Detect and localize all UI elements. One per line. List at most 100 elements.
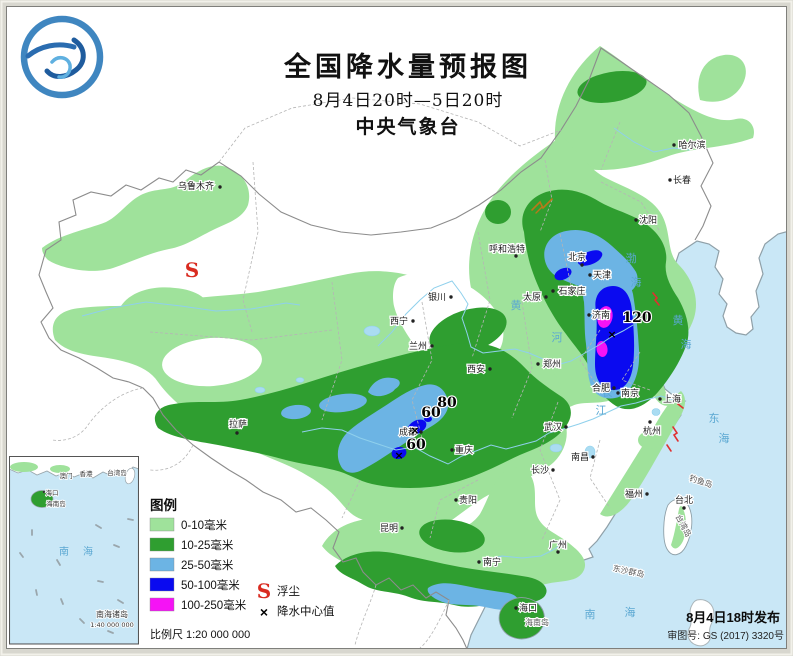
sea-label: 南 xyxy=(585,608,596,621)
map-agency: 中央气象台 xyxy=(355,115,460,138)
city-dot xyxy=(591,455,595,459)
city-dot xyxy=(612,386,616,390)
coast-warning-icon xyxy=(666,444,672,452)
city-label: 上海 xyxy=(663,393,681,405)
sea-label: 海 xyxy=(625,605,636,619)
sea-label: 渤 xyxy=(626,252,637,265)
legend-label: 100-250毫米 xyxy=(181,598,247,612)
legend-center-symbol: × xyxy=(260,604,268,620)
sea-label: 东 xyxy=(709,412,720,425)
inset-label: 南海诸岛 xyxy=(96,609,128,619)
legend-center-label: 降水中心值 xyxy=(277,604,335,618)
city-dot xyxy=(634,218,638,222)
city-dot xyxy=(588,273,592,277)
province-borders xyxy=(51,97,660,648)
city-label: 兰州 xyxy=(409,340,427,352)
city-label: 哈尔滨 xyxy=(678,139,705,151)
city-dot xyxy=(400,526,404,530)
inset-label: 台湾岛 xyxy=(107,468,127,477)
inset-border xyxy=(9,456,139,645)
city-dot xyxy=(648,420,652,424)
city-dot xyxy=(488,367,492,371)
map-period: 8月4日20时—5日20时 xyxy=(313,91,504,111)
city-label: 呼和浩特 xyxy=(489,243,525,255)
city-dot xyxy=(668,178,672,182)
city-label: 南京 xyxy=(621,387,639,399)
hainan-island xyxy=(498,597,545,640)
precip-center-x-mark: × xyxy=(394,449,403,462)
city-dot xyxy=(551,289,555,293)
precip-center-x-mark: × xyxy=(607,328,616,341)
city-dot xyxy=(514,606,518,610)
city-label: 贵阳 xyxy=(459,494,477,506)
gust-symbol-icon xyxy=(535,206,543,214)
city-dot xyxy=(514,254,518,258)
dust-marker: S xyxy=(185,258,199,282)
city-dot xyxy=(645,492,649,496)
precip-center-value: 120 xyxy=(622,310,651,326)
legend-swatch xyxy=(149,537,175,552)
inset-label: 海南岛 xyxy=(46,499,66,508)
city-label: 银川 xyxy=(428,291,446,303)
city-dot xyxy=(544,295,548,299)
city-label: 拉萨 xyxy=(229,418,247,430)
islands xyxy=(498,480,715,647)
legend-swatch xyxy=(149,577,175,592)
city-dot xyxy=(616,391,620,395)
city-label: 福州 xyxy=(625,488,643,500)
sea-label: 海 xyxy=(631,275,642,289)
city-dot xyxy=(536,362,540,366)
city-label: 重庆 xyxy=(455,444,473,456)
coast-warning-icon xyxy=(672,426,679,442)
legend-dust-label: 浮尘 xyxy=(277,585,300,598)
city-dot xyxy=(449,295,453,299)
inset-islets xyxy=(19,518,134,634)
city-dot xyxy=(450,448,454,452)
city-label: 南昌 xyxy=(571,451,589,463)
city-label: 南宁 xyxy=(483,556,501,568)
approval-number: 审图号: GS (2017) 3320号 xyxy=(667,629,784,642)
precip-center-x-mark: × xyxy=(410,424,419,437)
city-dot xyxy=(580,263,584,267)
precip-center-value: 80 xyxy=(437,395,457,411)
sea-label: 海 xyxy=(719,431,730,445)
legend-dust-symbol: S xyxy=(257,579,271,603)
city-dot xyxy=(430,344,434,348)
city-label: 乌鲁木齐 xyxy=(178,180,214,192)
title-block: 全国降水量预报图 8月4日20时—5日20时 中央气象台 xyxy=(283,51,532,138)
city-dot xyxy=(454,498,458,502)
scale-label: 比例尺 xyxy=(150,627,183,641)
legend-swatch xyxy=(149,557,175,572)
coast-warning-icon xyxy=(652,292,660,306)
sea-label: 海 xyxy=(681,337,692,351)
city-dot xyxy=(564,425,568,429)
inset-label: 海口 xyxy=(46,488,59,497)
city-label: 北京 xyxy=(568,251,586,263)
city-dot xyxy=(672,143,676,147)
geo-label: 海南岛 xyxy=(525,617,549,627)
map-title: 全国降水量预报图 xyxy=(283,51,532,83)
city-dot xyxy=(587,313,591,317)
city-dot xyxy=(218,185,222,189)
rivers xyxy=(81,127,691,562)
legend-label: 10-25毫米 xyxy=(181,538,234,552)
city-label: 沈阳 xyxy=(639,214,657,226)
city-label: 郑州 xyxy=(543,358,561,370)
sea-label: 河 xyxy=(552,331,563,344)
city-label: 昆明 xyxy=(380,523,398,534)
city-label: 武汉 xyxy=(544,421,562,433)
inset-label: 海 xyxy=(83,545,93,558)
sea-label: 黄 xyxy=(511,298,522,312)
city-label: 广州 xyxy=(549,539,567,551)
gust-symbol-icon xyxy=(531,198,553,211)
cma-logo-icon xyxy=(20,15,104,99)
city-dot xyxy=(477,560,481,564)
city-dot xyxy=(682,506,686,510)
china-border xyxy=(38,47,714,648)
